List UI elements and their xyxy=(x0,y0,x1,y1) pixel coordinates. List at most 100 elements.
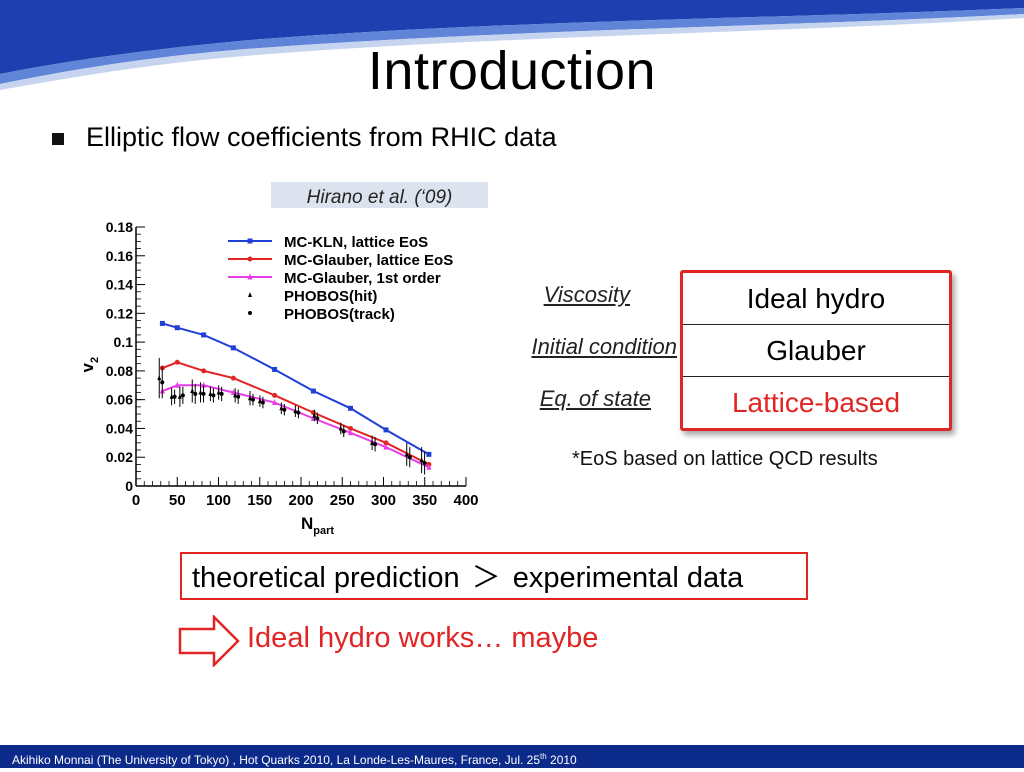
data-point-0 xyxy=(248,395,252,401)
footer-text: Akihiko Monnai (The University of Tokyo)… xyxy=(12,753,541,767)
series-point-0 xyxy=(159,320,165,326)
y-tick-label: 0.04 xyxy=(106,420,133,436)
conclusion-right-text: experimental data xyxy=(512,562,744,594)
data-point-1 xyxy=(160,380,165,385)
square-bullet-icon xyxy=(52,132,64,145)
legend-label: MC-Glauber, lattice EoS xyxy=(284,252,453,269)
param-value-viscosity: Ideal hydro xyxy=(683,273,949,325)
x-tick-label: 400 xyxy=(453,492,478,509)
conclusion-left-text: theoretical prediction xyxy=(192,562,460,594)
data-point-1 xyxy=(296,410,301,415)
data-point-1 xyxy=(211,393,216,398)
param-value-initial-condition: Glauber xyxy=(683,325,949,377)
hollow-right-arrow-icon xyxy=(178,615,240,667)
series-point-2 xyxy=(230,388,236,395)
data-point-1 xyxy=(251,397,255,402)
legend-marker xyxy=(248,292,252,297)
series-point-0 xyxy=(348,405,353,411)
series-point-2 xyxy=(426,463,432,470)
y-tick-label: 0.16 xyxy=(106,248,133,264)
data-point-0 xyxy=(257,398,262,404)
footer-text-end: 2010 xyxy=(546,753,577,767)
data-point-0 xyxy=(169,393,174,399)
series-line-2 xyxy=(162,384,430,469)
y-tick-label: 0.1 xyxy=(114,334,134,350)
series-point-1 xyxy=(310,410,316,416)
data-point-1 xyxy=(236,394,241,399)
param-value-eos: Lattice-based xyxy=(731,387,901,418)
x-axis-title: Npart xyxy=(301,514,334,537)
x-tick-label: 150 xyxy=(247,492,272,509)
param-label-eos: Eq. of state xyxy=(539,386,651,411)
y-tick-label: 0.02 xyxy=(106,449,133,465)
legend-label: MC-KLN, lattice EoS xyxy=(284,234,428,251)
y-tick-label: 0.12 xyxy=(106,305,133,321)
y-axis-title: v2 xyxy=(78,357,101,373)
header-swoosh-decoration xyxy=(0,0,1024,90)
data-point-1 xyxy=(422,460,427,465)
bullet-item: Elliptic flow coefficients from RHIC dat… xyxy=(52,122,557,153)
series-point-1 xyxy=(272,392,278,398)
data-point-1 xyxy=(315,416,320,421)
hydro-parameter-table: Ideal hydro Glauber Lattice-based xyxy=(680,270,952,431)
data-point-1 xyxy=(180,393,185,398)
conclusion-box: theoretical prediction ＞ experimental da… xyxy=(180,552,808,600)
data-point-1 xyxy=(341,429,346,434)
data-point-0 xyxy=(279,405,284,411)
footer-bar: Akihiko Monnai (The University of Tokyo)… xyxy=(0,745,1024,768)
x-tick-label: 200 xyxy=(288,492,313,509)
legend-marker xyxy=(247,256,253,262)
footer-superscript: th xyxy=(540,752,547,761)
legend-marker xyxy=(248,311,252,315)
eos-footnote: *EoS based on lattice QCD results xyxy=(572,448,878,470)
series-point-0 xyxy=(383,427,389,433)
conclusion-result-text: Ideal hydro works… maybe xyxy=(247,622,599,654)
data-point-0 xyxy=(198,389,203,395)
x-tick-label: 300 xyxy=(371,492,396,509)
data-point-0 xyxy=(233,392,238,398)
x-tick-label: 250 xyxy=(330,492,355,509)
slide-title: Introduction xyxy=(367,41,657,101)
series-point-2 xyxy=(348,429,353,436)
data-point-1 xyxy=(219,391,224,396)
data-point-0 xyxy=(404,451,409,457)
data-point-1 xyxy=(201,391,206,396)
series-point-0 xyxy=(230,345,236,351)
legend-marker xyxy=(247,238,253,244)
data-point-0 xyxy=(419,457,424,463)
x-tick-label: 350 xyxy=(412,492,437,509)
data-point-0 xyxy=(370,439,375,445)
series-point-1 xyxy=(174,359,180,365)
legend-label: MC-Glauber, 1st order xyxy=(284,270,441,287)
series-point-1 xyxy=(230,375,236,381)
bullet-text: Elliptic flow coefficients from RHIC dat… xyxy=(86,122,557,152)
data-point-1 xyxy=(172,394,177,399)
series-line-0 xyxy=(162,322,430,456)
data-point-1 xyxy=(260,400,265,405)
series-point-1 xyxy=(201,368,207,374)
data-point-1 xyxy=(193,391,198,396)
series-point-2 xyxy=(201,381,207,388)
data-point-1 xyxy=(407,455,412,460)
x-tick-label: 50 xyxy=(169,492,186,509)
series-point-1 xyxy=(383,440,389,446)
data-point-0 xyxy=(177,393,182,399)
x-tick-label: 0 xyxy=(132,492,140,509)
y-tick-label: 0.08 xyxy=(106,363,133,379)
v2-vs-npart-chart: 0 0.02 0.04 0.06 0.08 0.1 0.12 0.14 0.16 0.18 0 50 1… xyxy=(78,219,479,537)
series-point-0 xyxy=(426,451,432,457)
series-point-1 xyxy=(348,425,353,431)
data-point-0 xyxy=(216,389,221,395)
data-point-0 xyxy=(293,408,298,414)
series-point-0 xyxy=(272,366,278,372)
data-point-0 xyxy=(190,388,195,394)
greater-than-symbol: ＞ xyxy=(471,562,501,594)
series-point-2 xyxy=(174,381,180,388)
legend-label: PHOBOS(track) xyxy=(284,306,395,323)
data-point-0 xyxy=(208,390,213,396)
series-point-2 xyxy=(272,399,278,406)
data-point-1 xyxy=(282,407,287,412)
param-label-initial-condition: Initial condition xyxy=(531,334,677,359)
y-tick-label: 0.06 xyxy=(106,392,133,408)
y-tick-label: 0.14 xyxy=(106,277,133,293)
